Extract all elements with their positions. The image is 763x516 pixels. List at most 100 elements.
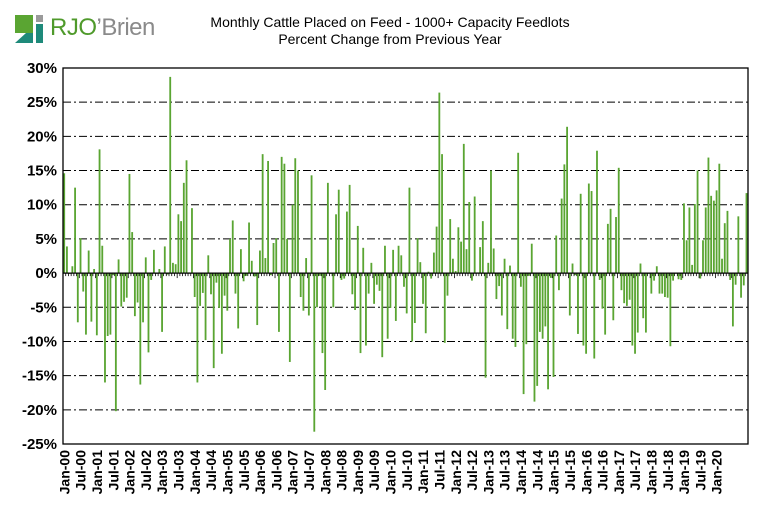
x-tick-label: Jan-19 — [676, 450, 692, 495]
bar — [93, 268, 96, 274]
bar — [411, 273, 414, 342]
bar — [288, 273, 291, 362]
bar — [242, 273, 245, 282]
y-tick-label: 15% — [27, 163, 57, 180]
bar — [220, 273, 223, 354]
bar — [207, 255, 210, 274]
bar — [604, 273, 607, 335]
bar — [297, 170, 299, 274]
bar — [166, 273, 169, 275]
bar — [672, 273, 675, 281]
x-tick-label: Jan-18 — [644, 450, 660, 495]
bar — [693, 204, 696, 274]
bar — [666, 273, 669, 298]
bar — [530, 243, 533, 274]
bar — [389, 273, 392, 308]
bar — [729, 273, 732, 280]
bar — [596, 150, 598, 274]
bar — [487, 262, 490, 274]
bar — [307, 273, 310, 316]
bar — [416, 238, 419, 274]
bar — [538, 273, 541, 332]
bar — [348, 184, 351, 274]
bar — [574, 273, 577, 276]
bar — [745, 193, 748, 274]
y-tick-label: -15% — [22, 368, 57, 385]
x-tick-label: Jan-10 — [383, 450, 399, 495]
bar — [123, 273, 125, 302]
x-tick-label: Jan-09 — [350, 450, 366, 495]
bar — [737, 216, 740, 274]
gridlines — [63, 101, 748, 411]
bar — [449, 219, 452, 274]
bar — [585, 273, 588, 354]
bar — [446, 273, 449, 296]
bar — [199, 273, 202, 306]
y-tick-label: 0% — [35, 265, 57, 282]
bar — [324, 273, 327, 390]
bar — [237, 273, 240, 329]
bar — [558, 273, 560, 291]
bar — [511, 273, 514, 339]
bar — [139, 273, 142, 385]
bar — [495, 273, 498, 300]
x-tick-label: Jul-00 — [73, 450, 89, 491]
bar — [465, 249, 468, 274]
x-tick-label: Jan-04 — [187, 450, 203, 495]
bar — [201, 273, 204, 293]
bar — [280, 156, 283, 274]
bar — [443, 273, 446, 343]
x-tick-label: Jul-15 — [562, 450, 578, 491]
bar — [85, 273, 87, 335]
bar — [528, 273, 530, 276]
x-tick-label: Jul-09 — [366, 450, 382, 491]
bar — [120, 273, 123, 307]
bar — [128, 173, 131, 274]
bar — [174, 264, 177, 274]
bar — [481, 221, 484, 274]
bar — [340, 273, 343, 280]
bar — [563, 164, 566, 274]
bar — [492, 248, 495, 274]
bar — [522, 273, 525, 395]
bar — [90, 273, 93, 322]
y-tick-label: 10% — [27, 197, 57, 214]
bar — [158, 268, 161, 274]
x-tick-label: Jul-05 — [236, 450, 252, 491]
bar — [318, 273, 321, 276]
bar — [373, 273, 375, 304]
bar — [441, 154, 443, 274]
x-tick-label: Jul-04 — [203, 450, 219, 491]
bar — [351, 273, 354, 295]
bar — [661, 273, 664, 294]
bar — [568, 273, 571, 316]
x-tick-label: Jul-06 — [268, 450, 284, 491]
x-tick-label: Jul-08 — [334, 450, 350, 491]
bar — [212, 273, 215, 369]
logo-brand-suffix: ’Brien — [96, 14, 156, 41]
bar — [457, 227, 460, 274]
bar — [362, 247, 365, 274]
bar — [259, 250, 261, 274]
bar — [653, 273, 655, 281]
bar — [335, 214, 337, 274]
bar — [658, 273, 661, 294]
x-tick-label: Jul-02 — [138, 450, 154, 491]
bar — [299, 273, 302, 298]
bar — [82, 273, 85, 292]
x-tick-label: Jan-05 — [219, 450, 235, 495]
bar — [721, 258, 723, 274]
bar — [405, 273, 408, 314]
bar — [544, 273, 547, 327]
bar — [582, 273, 585, 346]
bar — [639, 263, 642, 274]
x-tick-label: Jan-00 — [56, 450, 72, 495]
chart-subtitle: Percent Change from Previous Year — [278, 31, 502, 47]
x-tick-label: Jan-06 — [252, 450, 268, 495]
bar — [226, 273, 229, 311]
bar — [272, 243, 275, 274]
bar — [484, 273, 487, 378]
bar — [109, 273, 112, 335]
logo-wordmark: RJO’Brien — [50, 14, 155, 42]
bar — [114, 273, 117, 412]
